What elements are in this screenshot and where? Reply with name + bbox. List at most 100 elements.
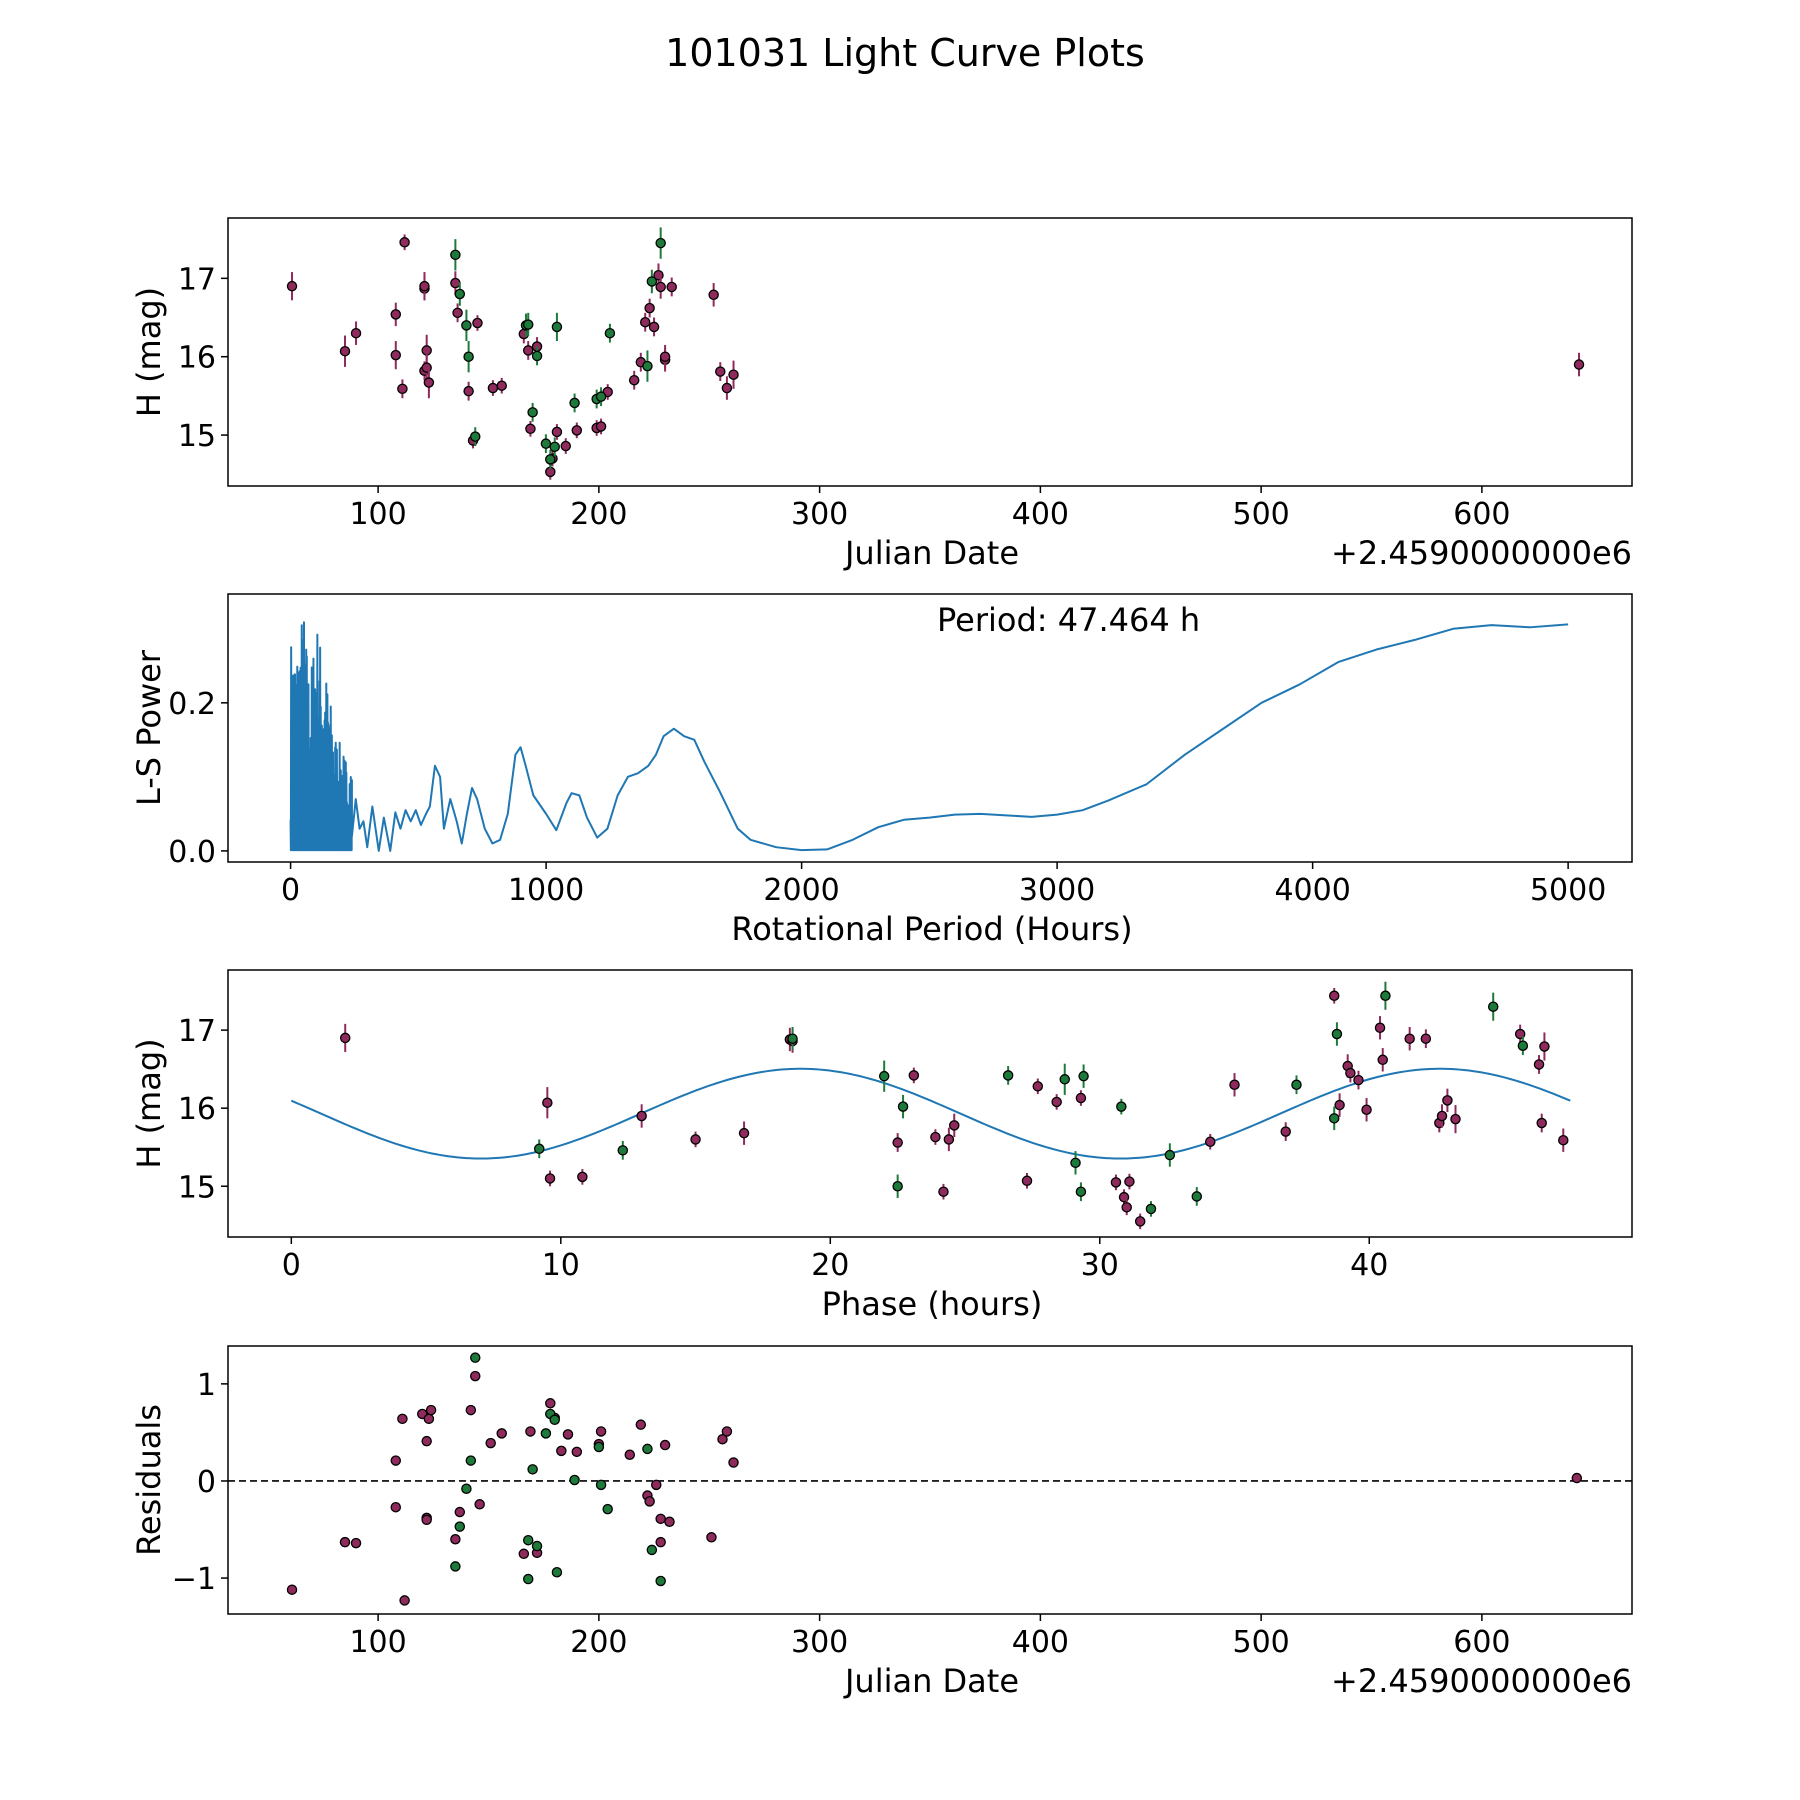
data-point	[636, 1110, 647, 1122]
data-point	[644, 302, 655, 314]
data-point	[715, 366, 726, 377]
data-point	[339, 345, 351, 357]
data-point	[664, 1516, 675, 1528]
data-point	[496, 1428, 507, 1439]
data-point	[1334, 1099, 1345, 1111]
data-point	[531, 1540, 543, 1552]
data-point	[635, 1419, 647, 1430]
data-point	[1345, 1067, 1356, 1079]
data-point	[472, 317, 483, 329]
data-point	[339, 1536, 351, 1548]
data-point	[639, 316, 651, 328]
x-tick-label: 400	[1012, 1625, 1069, 1660]
data-point	[1487, 1001, 1499, 1012]
data-point	[390, 349, 402, 361]
data-point	[1514, 1028, 1526, 1040]
axes-frame	[227, 217, 1633, 487]
data-point	[1539, 1041, 1550, 1052]
data-point	[551, 321, 563, 333]
data-point	[1059, 1074, 1070, 1085]
data-point	[892, 1137, 903, 1148]
data-point	[350, 327, 362, 339]
data-point	[1436, 1110, 1448, 1122]
x-axis-label: Julian Date	[843, 1662, 1019, 1700]
data-point	[1124, 1176, 1135, 1187]
data-point	[545, 1398, 556, 1409]
data-point	[551, 1566, 563, 1578]
data-point	[602, 1503, 613, 1515]
data-point	[1328, 1113, 1340, 1124]
data-point	[454, 1521, 466, 1532]
axes-frame	[227, 593, 1633, 863]
data-point	[569, 397, 580, 409]
x-tick-label: 30	[1081, 1248, 1119, 1283]
data-point	[525, 1426, 536, 1437]
y-tick-label: 0.2	[168, 687, 216, 722]
residuals-plot-area	[228, 1352, 1632, 1606]
data-point	[423, 377, 435, 388]
data-point	[595, 391, 607, 402]
data-point	[1280, 1126, 1291, 1137]
data-point	[1573, 359, 1585, 370]
data-point	[339, 1032, 351, 1044]
data-point	[1145, 1203, 1157, 1215]
x-tick-label: 500	[1232, 1625, 1289, 1660]
data-point	[943, 1134, 955, 1145]
x-tick-label: 500	[1232, 497, 1289, 532]
data-point	[425, 1404, 437, 1416]
data-point	[690, 1134, 701, 1145]
data-point	[1075, 1186, 1087, 1197]
data-point	[1361, 1104, 1372, 1115]
data-point	[655, 237, 666, 249]
x-tick-label: 2000	[763, 873, 839, 908]
data-point	[642, 1443, 653, 1455]
data-point	[465, 1404, 477, 1416]
data-point	[628, 374, 640, 386]
data-point	[350, 1537, 362, 1549]
data-point	[1021, 1175, 1033, 1187]
data-point	[469, 431, 481, 442]
data-point	[1380, 990, 1391, 1002]
data-point	[655, 1575, 666, 1587]
data-point	[286, 1584, 298, 1595]
periodogram-line	[289, 621, 1569, 852]
data-point	[908, 1070, 920, 1081]
data-point	[527, 407, 538, 418]
light-curve-plot-area	[286, 227, 1585, 480]
y-axis-label: H (mag)	[130, 287, 168, 417]
data-point	[545, 454, 556, 465]
data-point	[666, 281, 677, 293]
data-point	[465, 1455, 477, 1466]
data-point	[399, 237, 410, 248]
data-point	[617, 1145, 629, 1156]
data-point	[721, 382, 733, 394]
data-point	[1558, 1134, 1569, 1146]
data-point	[878, 1070, 890, 1082]
y-axis-label: H (mag)	[130, 1038, 168, 1168]
data-point	[450, 1561, 461, 1572]
x-tick-label: 4000	[1274, 873, 1350, 908]
data-point	[1051, 1096, 1062, 1108]
y-tick-label: 17	[178, 262, 216, 297]
data-point	[571, 425, 583, 436]
data-point	[452, 307, 463, 319]
x-axis-label: Julian Date	[843, 534, 1019, 572]
data-point	[469, 1370, 481, 1382]
data-point	[897, 1101, 909, 1112]
data-point	[728, 1457, 739, 1468]
data-point	[1078, 1070, 1089, 1082]
data-point	[399, 1595, 410, 1606]
x-tick-label: 0	[281, 873, 300, 908]
y-tick-label: 16	[178, 341, 216, 376]
y-tick-label: 17	[178, 1014, 216, 1049]
data-point	[651, 1479, 662, 1491]
y-tick-label: 1	[197, 1368, 216, 1403]
data-point	[569, 1474, 580, 1486]
data-point	[1118, 1191, 1130, 1203]
data-point	[419, 280, 430, 292]
periodogram-panel: 0 1000 2000 3000 4000 5000 0.0 0.2 Rotational Pe…	[130, 593, 1633, 948]
data-point	[461, 1483, 472, 1494]
data-point	[1110, 1177, 1122, 1188]
data-point	[522, 1534, 534, 1546]
